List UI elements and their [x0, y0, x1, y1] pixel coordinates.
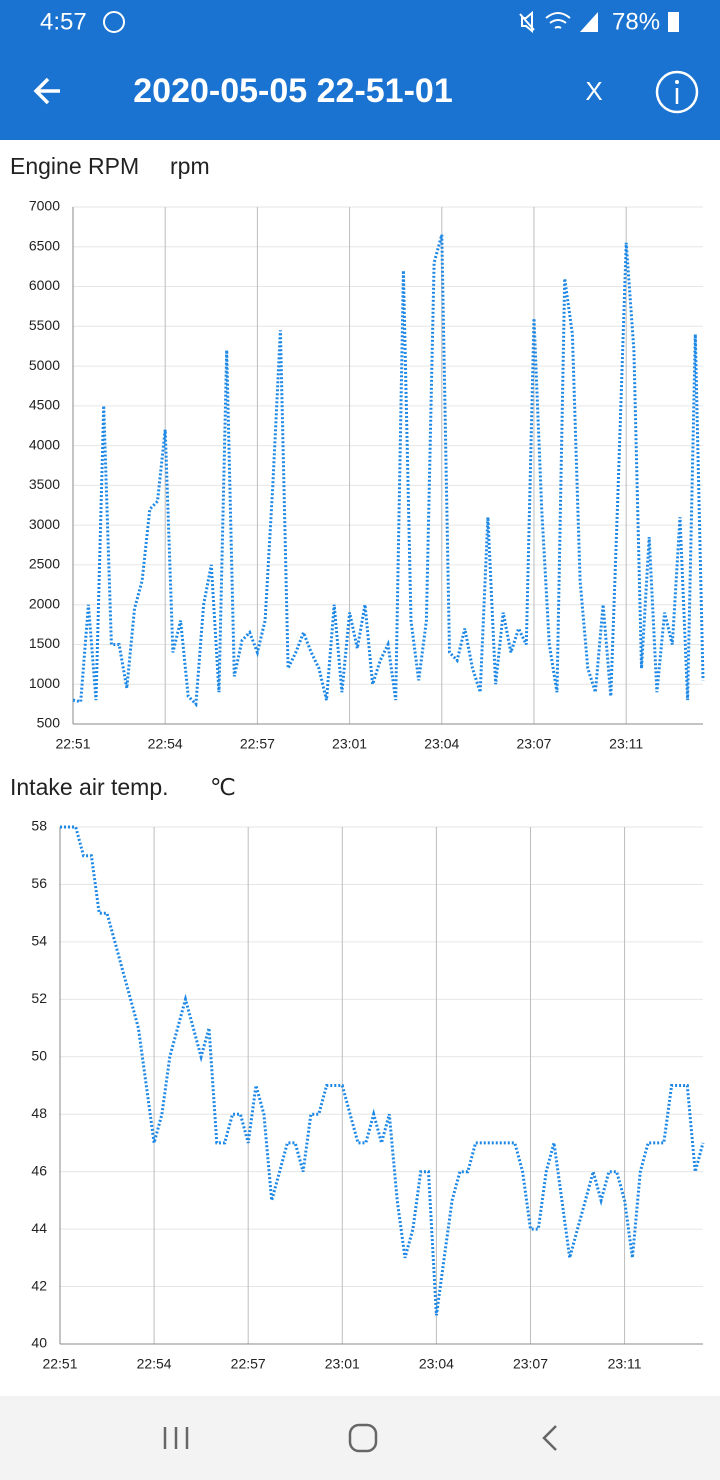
clock: 4:57: [40, 8, 87, 35]
info-circle: [655, 70, 699, 114]
info-dot: [675, 80, 679, 84]
close-button[interactable]: X: [585, 76, 602, 106]
app-title: 2020-05-05 22-51-01: [133, 72, 452, 110]
x-tick-label: 22:57: [240, 736, 275, 752]
y-unit: rpm: [170, 153, 210, 179]
x-tick-label: 23:04: [424, 736, 459, 752]
y-tick-label: 50: [31, 1047, 47, 1063]
x-tick-label: 23:01: [332, 736, 367, 752]
y-unit: ℃: [210, 774, 236, 800]
y-tick-label: 48: [31, 1105, 47, 1121]
y-tick-label: 6000: [29, 277, 60, 293]
mute-icon: [519, 10, 535, 34]
y-tick-label: 54: [31, 933, 47, 949]
x-tick-label: 22:51: [42, 1356, 77, 1372]
x-tick-label: 23:01: [325, 1356, 360, 1372]
header-background: [0, 0, 720, 140]
x-tick-label: 23:11: [608, 1356, 642, 1372]
charts: Engine RPM rpm 500 1000 1500 2000 2500 3000 3500…: [10, 153, 705, 1372]
y-tick-label: 1000: [29, 675, 60, 691]
y-tick-label: 6500: [29, 237, 60, 253]
y-tick-label: 4000: [29, 436, 60, 452]
signal-icon: [580, 12, 598, 32]
x-tick-label: 22:51: [55, 736, 90, 752]
back-nav-button[interactable]: [542, 1425, 557, 1451]
recents-button[interactable]: [163, 1427, 189, 1449]
y-tick-label: 44: [31, 1220, 47, 1236]
y-tick-label: 1500: [29, 635, 60, 651]
y-tick-label: 56: [31, 875, 47, 891]
x-tick-label: 23:04: [419, 1356, 454, 1372]
battery-level: 78%: [612, 8, 660, 35]
y-tick-label: 2500: [29, 556, 60, 572]
y-tick-label: 2000: [29, 595, 60, 611]
y-tick-label: 5500: [29, 317, 60, 333]
info-button[interactable]: [655, 70, 699, 114]
x-tick-label: 22:57: [231, 1356, 266, 1372]
whatsapp-icon: [103, 11, 125, 33]
y-tick-label: 3000: [29, 516, 60, 532]
y-tick-label: 4500: [29, 397, 60, 413]
x-tick-label: 22:54: [137, 1356, 172, 1372]
battery-icon: [668, 12, 679, 32]
y-tick-label: 500: [37, 715, 61, 731]
home-button[interactable]: [348, 1423, 378, 1453]
y-tick-label: 58: [31, 818, 47, 834]
y-tick-label: 52: [31, 990, 47, 1006]
data-line: [72, 234, 705, 708]
chart-title: Engine RPM: [10, 153, 139, 179]
y-tick-label: 40: [31, 1335, 47, 1351]
y-tick-label: 46: [31, 1162, 47, 1178]
y-tick-label: 7000: [29, 198, 60, 214]
x-tick-label: 23:07: [516, 736, 551, 752]
y-tick-label: 3500: [29, 476, 60, 492]
y-tick-label: 42: [31, 1277, 47, 1293]
wifi-icon: [545, 12, 571, 29]
data-line: [60, 825, 705, 1316]
x-tick-label: 23:11: [609, 736, 643, 752]
x-tick-label: 22:54: [148, 736, 183, 752]
nav-bar: [0, 1396, 720, 1480]
back-button[interactable]: [33, 77, 60, 105]
chart-title: Intake air temp.: [10, 774, 169, 800]
y-tick-label: 5000: [29, 357, 60, 373]
x-tick-label: 23:07: [513, 1356, 548, 1372]
